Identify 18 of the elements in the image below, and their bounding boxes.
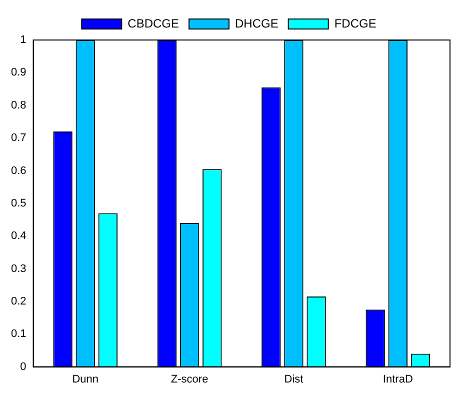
- legend-label: FDCGE: [334, 16, 376, 30]
- y-tick-label: 0.3: [10, 262, 26, 275]
- x-tick-label: Dunn: [72, 373, 99, 386]
- y-tick-label: 0.4: [10, 230, 26, 242]
- legend-label: CBDCGE: [128, 16, 180, 30]
- legend-label: DHCGE: [235, 16, 278, 30]
- y-tick-label: 0.1: [10, 328, 26, 340]
- y-tick-label: 0.9: [10, 66, 26, 79]
- y-tick-label: 0.5: [10, 197, 26, 210]
- y-tick-label: 0.7: [10, 132, 26, 144]
- y-tick-label: 1: [20, 34, 26, 46]
- y-tick-label: 0.2: [10, 295, 26, 308]
- y-tick-label: 0: [20, 360, 26, 373]
- x-tick-label: Z-score: [170, 373, 208, 386]
- y-tick-label: 0.8: [10, 99, 26, 112]
- x-tick-label: Dist: [284, 373, 304, 386]
- y-tick-label: 0.6: [10, 164, 26, 177]
- x-tick-label: IntraD: [382, 373, 413, 386]
